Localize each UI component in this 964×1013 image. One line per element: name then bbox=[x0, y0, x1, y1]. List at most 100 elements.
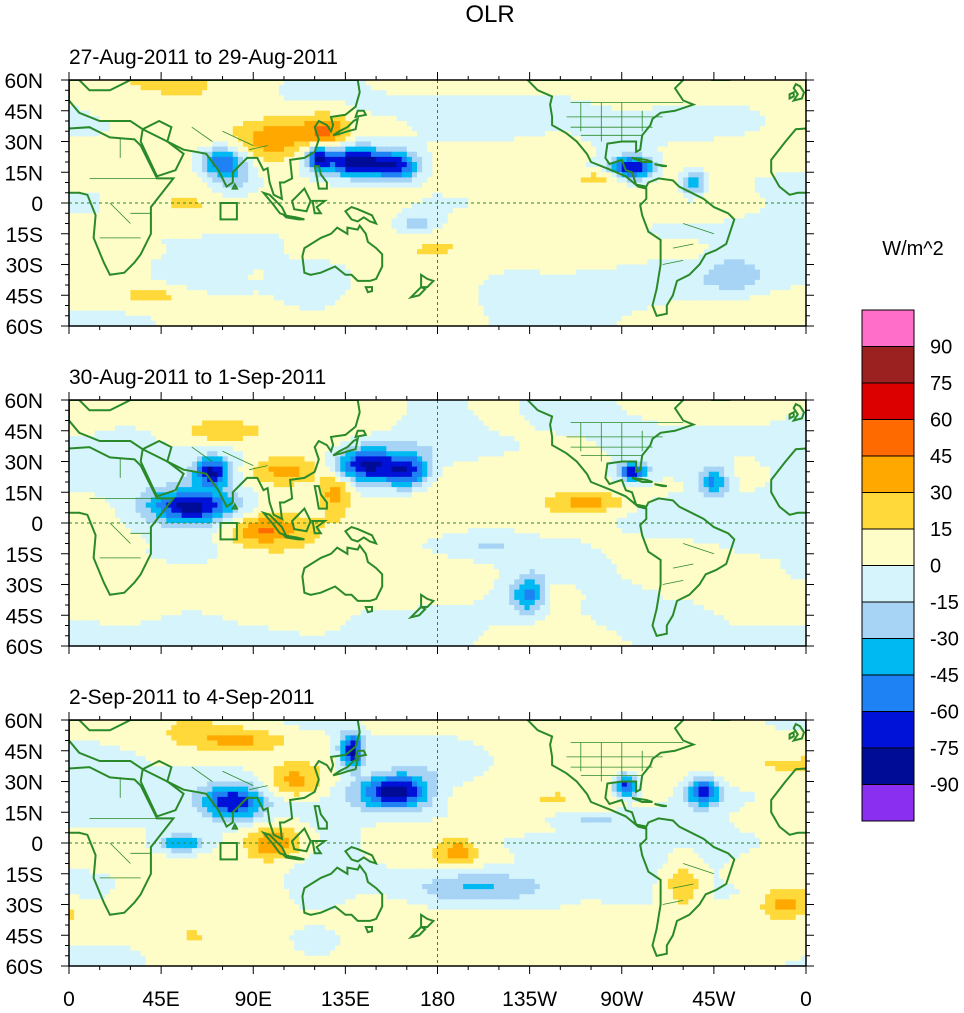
olr-cell bbox=[253, 105, 259, 112]
olr-cell bbox=[166, 238, 172, 245]
olr-cell bbox=[544, 95, 551, 102]
olr-cell bbox=[616, 131, 623, 137]
olr-cell bbox=[509, 192, 515, 199]
olr-cell bbox=[145, 218, 152, 225]
olr-cell bbox=[442, 141, 449, 148]
olr-cell bbox=[232, 197, 239, 204]
olr-cell bbox=[422, 182, 428, 189]
olr-cell bbox=[130, 244, 137, 250]
olr-cell bbox=[642, 126, 648, 132]
olr-cell bbox=[299, 141, 306, 148]
olr-cell bbox=[463, 162, 469, 168]
olr-cell bbox=[299, 80, 306, 86]
olr-cell bbox=[278, 80, 285, 86]
olr-cell bbox=[156, 80, 162, 86]
olr-cell bbox=[140, 115, 147, 122]
olr-cell bbox=[514, 182, 520, 189]
olr-cell bbox=[591, 146, 597, 153]
olr-cell bbox=[186, 244, 193, 250]
olr-cell bbox=[196, 136, 203, 143]
olr-cell bbox=[514, 110, 520, 117]
olr-cell bbox=[468, 131, 474, 137]
olr-cell bbox=[181, 187, 188, 194]
olr-cell bbox=[713, 80, 720, 86]
olr-cell bbox=[621, 192, 628, 199]
olr-cell bbox=[401, 156, 408, 163]
olr-cell bbox=[79, 233, 85, 240]
olr-cell bbox=[667, 167, 674, 173]
olr-cell bbox=[729, 197, 735, 204]
olr-cell bbox=[478, 146, 485, 153]
olr-cell bbox=[606, 187, 613, 194]
olr-cell bbox=[770, 95, 776, 102]
olr-cell bbox=[376, 146, 382, 153]
olr-cell bbox=[631, 192, 638, 199]
olr-cell bbox=[268, 167, 275, 173]
olr-cell bbox=[790, 131, 797, 137]
olr-cell bbox=[678, 110, 684, 117]
olr-cell bbox=[437, 110, 444, 117]
olr-cell bbox=[94, 197, 101, 204]
olr-cell bbox=[161, 208, 167, 214]
olr-cell bbox=[555, 238, 561, 245]
olr-cell bbox=[345, 141, 352, 148]
olr-cell bbox=[186, 100, 193, 107]
olr-cell bbox=[601, 182, 607, 189]
olr-cell bbox=[498, 100, 505, 107]
olr-cell bbox=[652, 115, 659, 122]
olr-cell bbox=[365, 177, 372, 184]
olr-cell bbox=[396, 208, 403, 214]
olr-cell bbox=[693, 218, 700, 225]
olr-cell bbox=[79, 167, 85, 173]
olr-cell bbox=[729, 167, 735, 173]
olr-cell bbox=[718, 192, 725, 199]
olr-cell bbox=[488, 203, 495, 209]
olr-cell bbox=[253, 167, 259, 173]
olr-cell bbox=[411, 213, 418, 219]
olr-cell bbox=[565, 197, 572, 204]
olr-cell bbox=[125, 115, 132, 122]
olr-cell bbox=[283, 244, 290, 250]
olr-cell bbox=[493, 90, 500, 96]
olr-cell bbox=[125, 249, 132, 255]
olr-cell bbox=[647, 197, 654, 204]
olr-cell bbox=[519, 151, 526, 158]
olr-cell bbox=[335, 238, 341, 245]
olr-cell bbox=[785, 105, 792, 112]
olr-cell bbox=[591, 192, 597, 199]
olr-cell bbox=[739, 197, 746, 204]
olr-cell bbox=[130, 203, 137, 209]
olr-cell bbox=[196, 228, 203, 235]
olr-cell bbox=[795, 105, 802, 112]
olr-cell bbox=[693, 110, 700, 117]
olr-cell bbox=[770, 126, 776, 132]
olr-cell bbox=[207, 136, 213, 143]
olr-cell bbox=[248, 105, 254, 112]
olr-cell bbox=[775, 136, 782, 143]
olr-cell bbox=[560, 203, 567, 209]
olr-cell bbox=[391, 249, 398, 255]
olr-cell bbox=[74, 121, 80, 127]
olr-cell bbox=[662, 203, 669, 209]
olr-cell bbox=[340, 177, 346, 184]
olr-cell bbox=[718, 223, 725, 230]
olr-cell bbox=[785, 95, 792, 102]
olr-cell bbox=[591, 90, 597, 96]
olr-cell bbox=[145, 105, 152, 112]
olr-cell bbox=[94, 167, 101, 173]
olr-cell bbox=[724, 182, 730, 189]
olr-cell bbox=[698, 90, 705, 96]
olr-cell bbox=[478, 90, 485, 96]
olr-cell bbox=[370, 90, 377, 96]
olr-cell bbox=[447, 238, 454, 245]
olr-cell bbox=[611, 80, 618, 86]
olr-cell bbox=[483, 80, 490, 86]
olr-cell bbox=[498, 151, 505, 158]
olr-cell bbox=[575, 249, 582, 255]
olr-cell bbox=[381, 121, 387, 127]
olr-cell bbox=[473, 167, 480, 173]
olr-cell bbox=[765, 136, 771, 143]
olr-cell bbox=[191, 121, 198, 127]
olr-cell bbox=[243, 131, 249, 137]
olr-cell bbox=[120, 167, 126, 173]
